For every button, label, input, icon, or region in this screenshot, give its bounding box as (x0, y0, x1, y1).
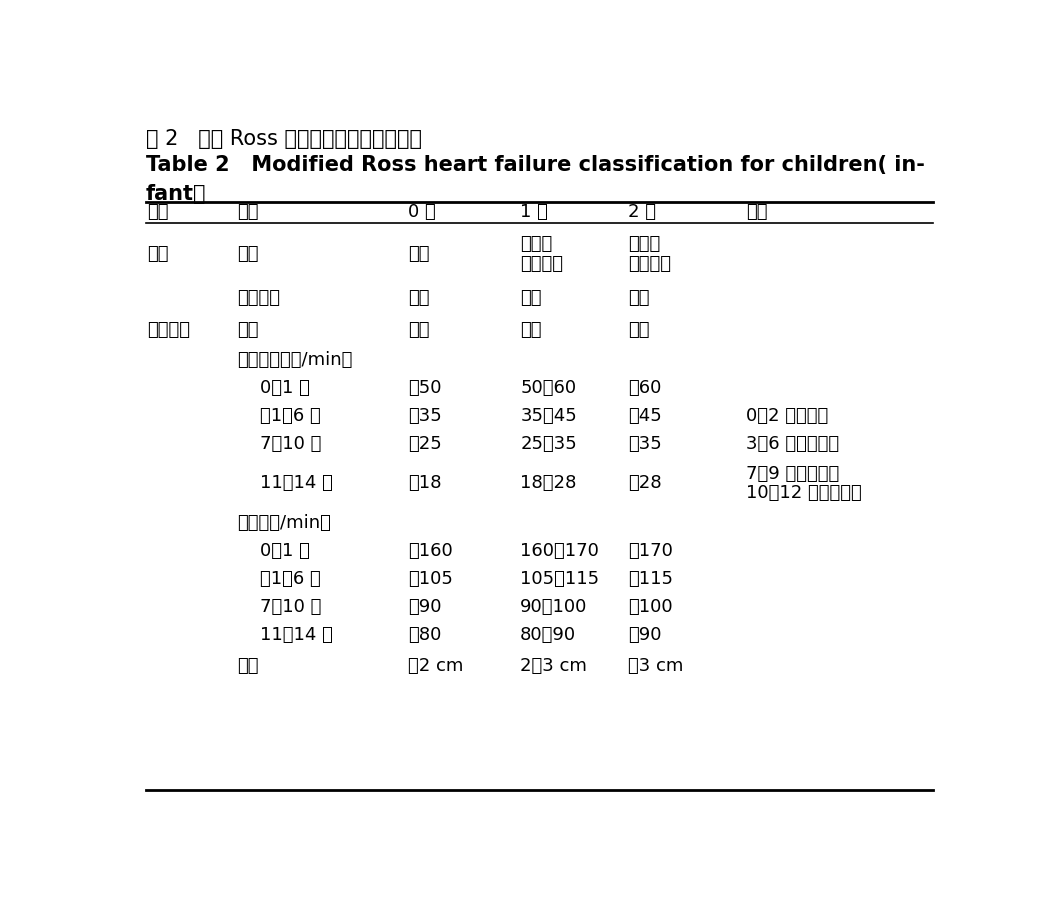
Text: ＞3 cm: ＞3 cm (628, 656, 682, 674)
Text: ＜90: ＜90 (407, 598, 441, 616)
Text: ＜105: ＜105 (407, 570, 453, 588)
Text: 0～1 岁: 0～1 岁 (237, 379, 310, 397)
Text: 总分: 总分 (746, 203, 768, 221)
Text: 35～45: 35～45 (520, 407, 576, 425)
Text: 头＋体: 头＋体 (628, 236, 659, 254)
Text: Table 2   Modified Ross heart failure classification for children( in-: Table 2 Modified Ross heart failure clas… (146, 156, 925, 176)
Text: 90～100: 90～100 (520, 598, 588, 616)
Text: 0～2 分无心衰: 0～2 分无心衰 (746, 407, 827, 425)
Text: ＜25: ＜25 (407, 435, 442, 453)
Text: 心率（次/min）: 心率（次/min） (237, 513, 331, 531)
Text: 2～3 cm: 2～3 cm (520, 656, 587, 674)
Text: 105～115: 105～115 (520, 570, 600, 588)
Text: 仅头: 仅头 (407, 245, 429, 263)
Text: 11～14 岁: 11～14 岁 (237, 626, 333, 643)
Text: 10～12 分重度心衰: 10～12 分重度心衰 (746, 484, 861, 502)
Text: ＞28: ＞28 (628, 474, 662, 492)
Text: 80～90: 80～90 (520, 626, 576, 643)
Text: ＞1～6 岁: ＞1～6 岁 (237, 570, 321, 588)
Text: 0～1 岁: 0～1 岁 (237, 541, 310, 560)
Text: 平顺: 平顺 (407, 321, 429, 339)
Text: ＞170: ＞170 (628, 541, 672, 560)
Text: 呼吸: 呼吸 (237, 321, 258, 339)
Text: （活动）: （活动） (628, 255, 671, 273)
Text: 1 分: 1 分 (520, 203, 548, 221)
Text: 3～6 分轻度心衰: 3～6 分轻度心衰 (746, 435, 839, 453)
Text: 50～60: 50～60 (520, 379, 576, 397)
Text: 7～9 分中度心衰: 7～9 分中度心衰 (746, 465, 839, 482)
Text: 呼吸频率（次/min）: 呼吸频率（次/min） (237, 351, 353, 369)
Text: 2 分: 2 分 (628, 203, 655, 221)
Text: 出汗: 出汗 (237, 245, 258, 263)
Text: ＞35: ＞35 (628, 435, 662, 453)
Text: 头＋体: 头＋体 (520, 236, 552, 254)
Text: ＜2 cm: ＜2 cm (407, 656, 463, 674)
Text: 7～10 岁: 7～10 岁 (237, 435, 321, 453)
Text: 项目: 项目 (147, 203, 169, 221)
Text: 呼吸增快: 呼吸增快 (237, 288, 280, 307)
Text: ＞100: ＞100 (628, 598, 672, 616)
Text: ＞60: ＞60 (628, 379, 662, 397)
Text: 7～10 岁: 7～10 岁 (237, 598, 321, 616)
Text: ＞1～6 岁: ＞1～6 岁 (237, 407, 321, 425)
Text: 18～28: 18～28 (520, 474, 576, 492)
Text: 0 分: 0 分 (407, 203, 436, 221)
Text: 肝大: 肝大 (237, 656, 258, 674)
Text: 11～14 岁: 11～14 岁 (237, 474, 333, 492)
Text: 吸凹: 吸凹 (520, 321, 542, 339)
Text: ＞45: ＞45 (628, 407, 662, 425)
Text: 困难: 困难 (628, 321, 649, 339)
Text: fant）: fant） (146, 184, 207, 204)
Text: 表 2   改良 Ross 心力衰竭分级（婴幼儿）: 表 2 改良 Ross 心力衰竭分级（婴幼儿） (146, 129, 422, 149)
Text: 25～35: 25～35 (520, 435, 576, 453)
Text: ＜80: ＜80 (407, 626, 441, 643)
Text: 偶尔: 偶尔 (407, 288, 429, 307)
Text: ＜160: ＜160 (407, 541, 453, 560)
Text: ＞115: ＞115 (628, 570, 673, 588)
Text: 常见: 常见 (628, 288, 649, 307)
Text: ＜50: ＜50 (407, 379, 441, 397)
Text: 体格检查: 体格检查 (147, 321, 190, 339)
Text: ＜18: ＜18 (407, 474, 441, 492)
Text: ＜35: ＜35 (407, 407, 442, 425)
Text: ＞90: ＞90 (628, 626, 662, 643)
Text: 分值: 分值 (237, 203, 258, 221)
Text: 病史: 病史 (147, 245, 169, 263)
Text: 较多: 较多 (520, 288, 542, 307)
Text: （活动）: （活动） (520, 255, 563, 273)
Text: 160～170: 160～170 (520, 541, 600, 560)
